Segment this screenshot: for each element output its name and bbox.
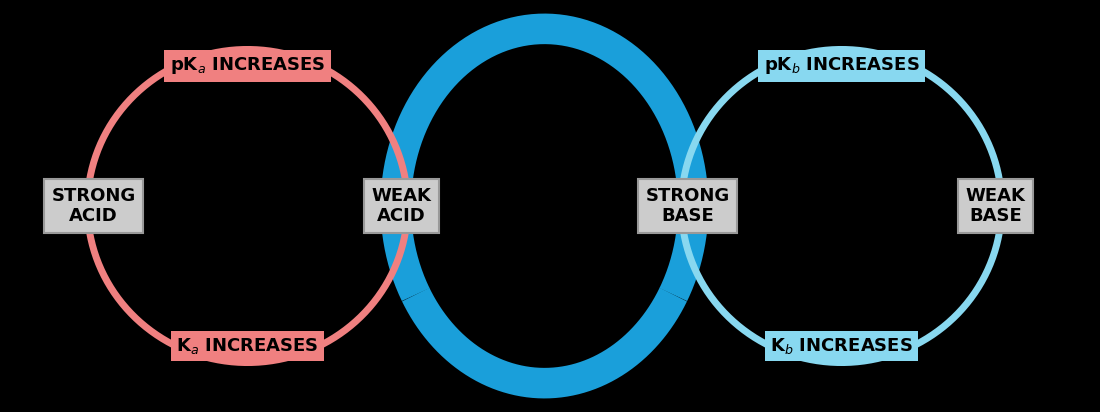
Text: WEAK
BASE: WEAK BASE: [966, 187, 1025, 225]
Text: pK$_b$ INCREASES: pK$_b$ INCREASES: [763, 56, 920, 76]
Text: STRONG
BASE: STRONG BASE: [646, 187, 729, 225]
Text: pK$_a$ INCREASES: pK$_a$ INCREASES: [169, 56, 326, 76]
Text: WEAK
ACID: WEAK ACID: [372, 187, 431, 225]
Text: K$_a$ INCREASES: K$_a$ INCREASES: [176, 336, 319, 356]
Text: STRONG
ACID: STRONG ACID: [52, 187, 135, 225]
Text: K$_b$ INCREASES: K$_b$ INCREASES: [770, 336, 913, 356]
